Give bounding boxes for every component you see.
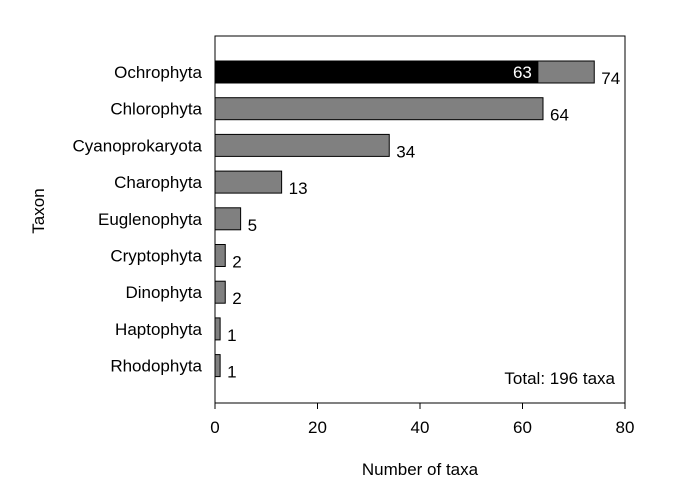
- category-label-chlorophyta: Chlorophyta: [110, 100, 202, 119]
- category-label-charophyta: Charophyta: [114, 173, 202, 192]
- category-label-rhodophyta: Rhodophyta: [110, 357, 202, 376]
- value-label-ochrophyta: 74: [601, 69, 620, 88]
- value-label-chlorophyta: 64: [550, 106, 569, 125]
- category-label-ochrophyta: Ochrophyta: [114, 63, 202, 82]
- value-label-charophyta: 13: [289, 179, 308, 198]
- x-tick-label-0: 0: [210, 418, 219, 437]
- x-axis-ticks: 0 20 40 60 80: [210, 403, 634, 437]
- category-label-haptophyta: Haptophyta: [115, 320, 202, 339]
- bar-euglenophyta: [214, 207, 242, 231]
- x-tick-label-40: 40: [411, 418, 430, 437]
- x-tick-label-60: 60: [513, 418, 532, 437]
- bar-haptophyta: [214, 317, 221, 341]
- y-axis-title: Taxon: [29, 188, 48, 233]
- plot-frame: [214, 35, 626, 404]
- value-label-cryptophyta: 2: [232, 253, 241, 272]
- total-annotation: Total: 196 taxa: [504, 369, 615, 388]
- value-label-haptophyta: 1: [227, 326, 236, 345]
- category-label-euglenophyta: Euglenophyta: [98, 210, 203, 229]
- bar-cyanoprokaryota: [214, 133, 390, 157]
- value-label-euglenophyta: 5: [248, 216, 257, 235]
- value-label-dinophyta: 2: [232, 289, 241, 308]
- bar-ochrophyta-highlight: [214, 60, 539, 84]
- x-tick-label-20: 20: [308, 418, 327, 437]
- bar-chlorophyta: [214, 97, 544, 121]
- bar-cryptophyta: [214, 244, 226, 267]
- category-label-cryptophyta: Cryptophyta: [110, 247, 202, 266]
- category-label-cyanoprokaryota: Cyanoprokaryota: [73, 136, 203, 155]
- value-label-rhodophyta: 1: [227, 363, 236, 382]
- highlight-value-label: 63: [513, 63, 532, 82]
- category-label-dinophyta: Dinophyta: [125, 283, 202, 302]
- value-label-cyanoprokaryota: 34: [396, 142, 415, 161]
- x-tick-label-80: 80: [616, 418, 635, 437]
- bar-rhodophyta: [214, 354, 221, 378]
- bar-dinophyta: [214, 280, 226, 304]
- labels-group: 63 Ochrophyta 74 Chlorophyta 64 Cyanoprokaryo…: [73, 63, 621, 382]
- bar-charophyta: [214, 170, 283, 194]
- x-axis-title: Number of taxa: [362, 460, 479, 479]
- bars-group: [214, 60, 595, 378]
